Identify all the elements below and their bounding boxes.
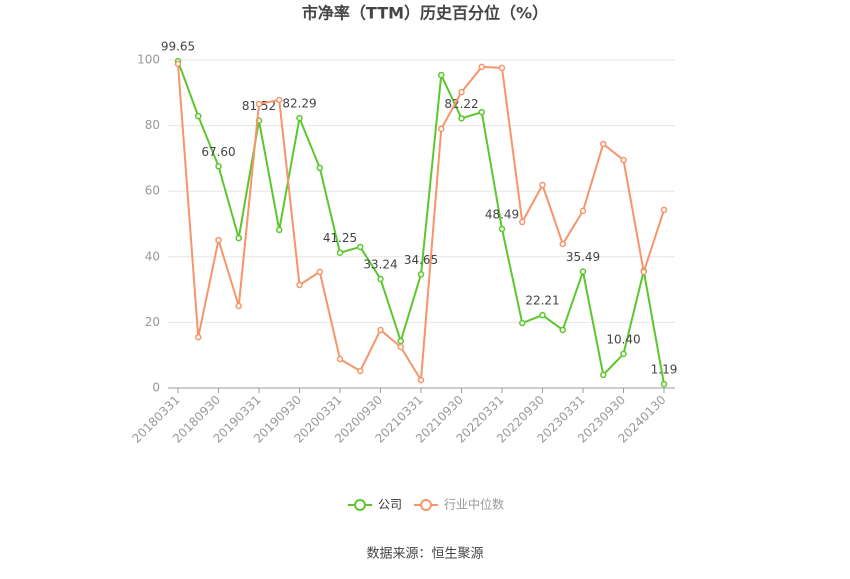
point [397, 343, 404, 351]
data-label: 82.22 [444, 97, 478, 111]
legend-label: 公司 [378, 498, 402, 512]
point [417, 271, 425, 278]
point [498, 64, 506, 72]
point [397, 337, 404, 345]
data-label: 35.49 [566, 250, 600, 264]
point [316, 164, 323, 172]
data-label: 1.19 [651, 363, 678, 377]
legend-marker [354, 499, 366, 511]
source: 数据来源：恒生聚源 [366, 547, 483, 562]
point [296, 281, 303, 289]
point [458, 88, 465, 96]
point [660, 206, 668, 214]
point [600, 140, 607, 148]
point [296, 114, 303, 122]
point [174, 60, 182, 68]
point [276, 226, 283, 234]
y-tick-label: 40 [145, 249, 160, 263]
point [620, 350, 627, 358]
point [195, 112, 202, 120]
point [336, 249, 344, 256]
point [316, 268, 323, 276]
point [640, 268, 647, 276]
point [559, 240, 566, 248]
point [235, 234, 242, 242]
point [417, 376, 425, 384]
y-tick-label: 60 [145, 184, 160, 198]
point [235, 302, 242, 310]
y-tick-label: 100 [137, 53, 160, 67]
point [579, 207, 587, 215]
point [357, 367, 364, 375]
point [215, 236, 222, 244]
point [519, 218, 526, 226]
point [498, 225, 506, 233]
point [377, 275, 384, 283]
point [478, 63, 485, 71]
point [195, 333, 202, 341]
legend-marker [420, 499, 432, 511]
data-label: 99.65 [161, 40, 195, 54]
point [620, 156, 627, 164]
point [579, 268, 587, 275]
data-label: 82.29 [282, 97, 316, 111]
point [255, 100, 263, 108]
point [519, 319, 526, 327]
data-label: 67.60 [201, 145, 235, 159]
y-tick-label: 80 [145, 118, 160, 132]
legend-label: 行业中位数 [444, 497, 504, 512]
point [438, 125, 445, 133]
point [357, 243, 364, 251]
point [478, 108, 485, 116]
point [539, 181, 546, 189]
y-tick-label: 20 [145, 315, 160, 329]
y-tick-label: 0 [152, 381, 160, 395]
point [660, 380, 668, 388]
data-label: 48.49 [485, 207, 519, 221]
point [215, 163, 222, 170]
data-label: 10.40 [606, 332, 640, 346]
data-label: 34.65 [404, 253, 438, 267]
point [539, 311, 546, 319]
data-label: 22.21 [525, 294, 559, 308]
point [559, 326, 566, 334]
chart-title: 市净率（TTM）历史百分位（%） [302, 4, 548, 23]
data-label: 33.24 [363, 257, 397, 271]
point [336, 355, 344, 363]
point [458, 115, 465, 122]
data-label: 41.25 [323, 231, 357, 245]
point [600, 371, 607, 379]
point [438, 71, 445, 79]
point [276, 96, 283, 104]
point [377, 326, 384, 334]
